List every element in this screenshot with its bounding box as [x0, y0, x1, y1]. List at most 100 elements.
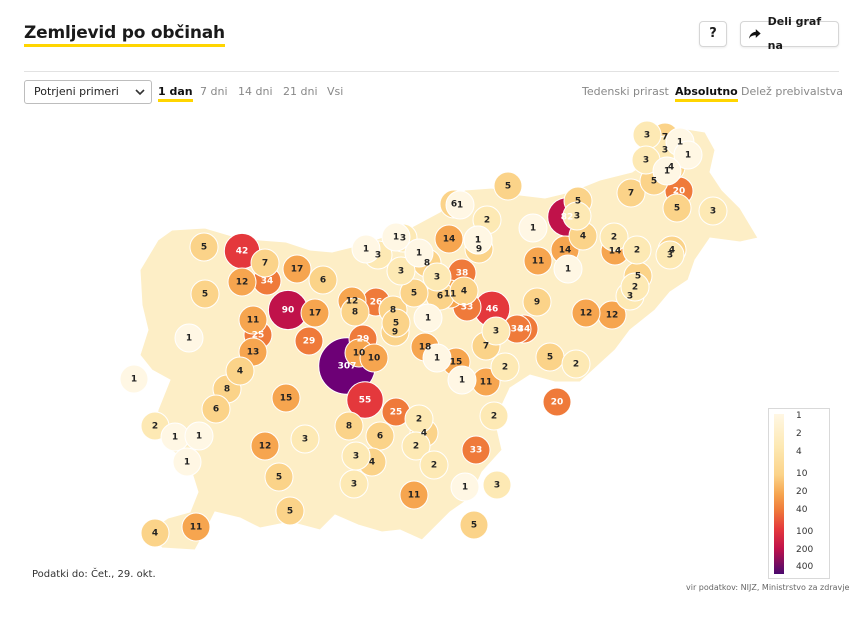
- tab-tedenski-prirast[interactable]: Tedenski prirast: [582, 85, 669, 98]
- municipality-value-label: 11: [190, 523, 203, 533]
- municipality-region[interactable]: [523, 246, 553, 276]
- municipality-value-label: 17: [291, 265, 304, 275]
- municipality-region[interactable]: [571, 298, 601, 328]
- tab-absolutno[interactable]: Absolutno: [675, 85, 738, 102]
- share-button[interactable]: Deli graf na: [740, 15, 839, 52]
- municipality-value-label: 5: [202, 290, 208, 300]
- municipality-region[interactable]: [225, 356, 255, 386]
- municipality-region[interactable]: [419, 450, 449, 480]
- municipality-value-label: 6: [451, 200, 457, 210]
- tab-14-dni[interactable]: 14 dni: [238, 85, 273, 98]
- municipality-region[interactable]: [189, 232, 219, 262]
- tab-vsi[interactable]: Vsi: [327, 85, 344, 98]
- municipality-region[interactable]: [275, 496, 305, 526]
- municipality-region[interactable]: [445, 190, 475, 220]
- municipality-region[interactable]: [381, 308, 411, 338]
- municipality-region[interactable]: [271, 383, 301, 413]
- municipality-value-label: 2: [431, 461, 437, 471]
- tab-1-dan[interactable]: 1 dan: [158, 85, 193, 102]
- municipality-region[interactable]: [300, 298, 330, 328]
- municipality-value-label: 2: [573, 360, 579, 370]
- municipality-value-label: 3: [494, 481, 500, 491]
- municipality-value-label: 12: [236, 278, 249, 288]
- municipality-region[interactable]: [346, 381, 384, 419]
- metric-select[interactable]: Potrjeni primeri: [24, 80, 152, 104]
- municipality-value-label: 5: [505, 182, 511, 192]
- municipality-region[interactable]: [463, 225, 493, 255]
- municipality-value-label: 307: [338, 362, 357, 372]
- municipality-region[interactable]: [282, 254, 312, 284]
- municipality-region[interactable]: [359, 343, 389, 373]
- municipality-region[interactable]: [698, 196, 728, 226]
- municipality-region[interactable]: [119, 364, 149, 394]
- municipality-region[interactable]: [399, 480, 429, 510]
- municipality-region[interactable]: [622, 235, 652, 265]
- municipality-region[interactable]: [190, 279, 220, 309]
- tab-delez-prebivalstva[interactable]: Delež prebivalstva: [741, 85, 844, 98]
- help-button[interactable]: ?: [699, 21, 727, 47]
- municipality-region[interactable]: [434, 224, 464, 254]
- municipality-region[interactable]: [561, 349, 591, 379]
- municipality-region[interactable]: [479, 401, 509, 431]
- municipality-region[interactable]: [351, 234, 381, 264]
- municipality-region[interactable]: [522, 287, 552, 317]
- municipality-region[interactable]: [616, 178, 646, 208]
- municipality-value-label: 3: [662, 146, 668, 156]
- municipality-region[interactable]: [673, 140, 703, 170]
- municipality-region[interactable]: [562, 201, 592, 231]
- municipality-region[interactable]: [250, 431, 280, 461]
- municipality-region[interactable]: [542, 387, 572, 417]
- municipality-region[interactable]: [227, 267, 257, 297]
- municipality-region[interactable]: [140, 518, 170, 548]
- municipality-region[interactable]: [238, 305, 268, 335]
- municipality-region[interactable]: [518, 213, 548, 243]
- municipality-region[interactable]: [290, 424, 320, 454]
- municipality-region[interactable]: [553, 254, 583, 284]
- municipality-value-label: 3: [627, 292, 633, 302]
- municipality-region[interactable]: [386, 256, 416, 286]
- municipality-region[interactable]: [172, 447, 202, 477]
- municipality-value-label: 1: [172, 433, 178, 443]
- municipality-region[interactable]: [461, 435, 491, 465]
- municipality-region[interactable]: [381, 222, 411, 252]
- municipality-value-label: 3: [574, 212, 580, 222]
- municipality-region[interactable]: [450, 472, 480, 502]
- municipality-region[interactable]: [174, 323, 204, 353]
- municipality-region[interactable]: [181, 512, 211, 542]
- municipality-region[interactable]: [401, 431, 431, 461]
- municipality-region[interactable]: [655, 240, 685, 270]
- municipality-value-label: 1: [393, 233, 399, 243]
- municipality-region[interactable]: [334, 411, 364, 441]
- tab-21-dni[interactable]: 21 dni: [283, 85, 318, 98]
- municipality-region[interactable]: [201, 394, 231, 424]
- municipality-region[interactable]: [264, 462, 294, 492]
- municipality-region[interactable]: [339, 469, 369, 499]
- municipality-region[interactable]: [308, 265, 338, 295]
- municipality-region[interactable]: [399, 278, 429, 308]
- municipality-value-label: 33: [461, 303, 474, 313]
- municipality-region[interactable]: [422, 343, 452, 373]
- municipality-region[interactable]: [340, 297, 370, 327]
- municipality-region[interactable]: [422, 262, 452, 292]
- tab-7-dni[interactable]: 7 dni: [200, 85, 228, 98]
- municipality-region[interactable]: [620, 272, 650, 302]
- municipality-region[interactable]: [413, 303, 443, 333]
- municipality-region[interactable]: [184, 421, 214, 451]
- municipality-region[interactable]: [662, 193, 692, 223]
- municipality-region[interactable]: [652, 156, 682, 186]
- municipality-region[interactable]: [447, 365, 477, 395]
- municipality-region[interactable]: [250, 248, 280, 278]
- municipality-region[interactable]: [459, 510, 489, 540]
- municipality-region[interactable]: [482, 470, 512, 500]
- municipality-region[interactable]: [493, 171, 523, 201]
- municipality-value-label: 15: [280, 394, 293, 404]
- municipality-region[interactable]: [481, 316, 511, 346]
- municipality-region[interactable]: [490, 352, 520, 382]
- legend-tick-100: 100: [796, 527, 814, 537]
- municipality-region[interactable]: [404, 238, 434, 268]
- municipality-region[interactable]: [294, 326, 324, 356]
- municipality-region[interactable]: [599, 222, 629, 252]
- municipality-value-label: 2: [484, 216, 490, 226]
- municipality-region[interactable]: [449, 276, 479, 306]
